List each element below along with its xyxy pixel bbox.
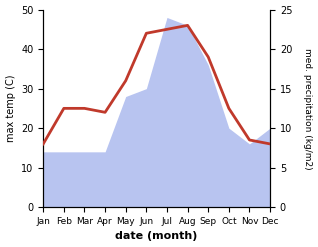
X-axis label: date (month): date (month) <box>115 231 198 242</box>
Y-axis label: max temp (C): max temp (C) <box>5 75 16 142</box>
Y-axis label: med. precipitation (kg/m2): med. precipitation (kg/m2) <box>303 48 313 169</box>
